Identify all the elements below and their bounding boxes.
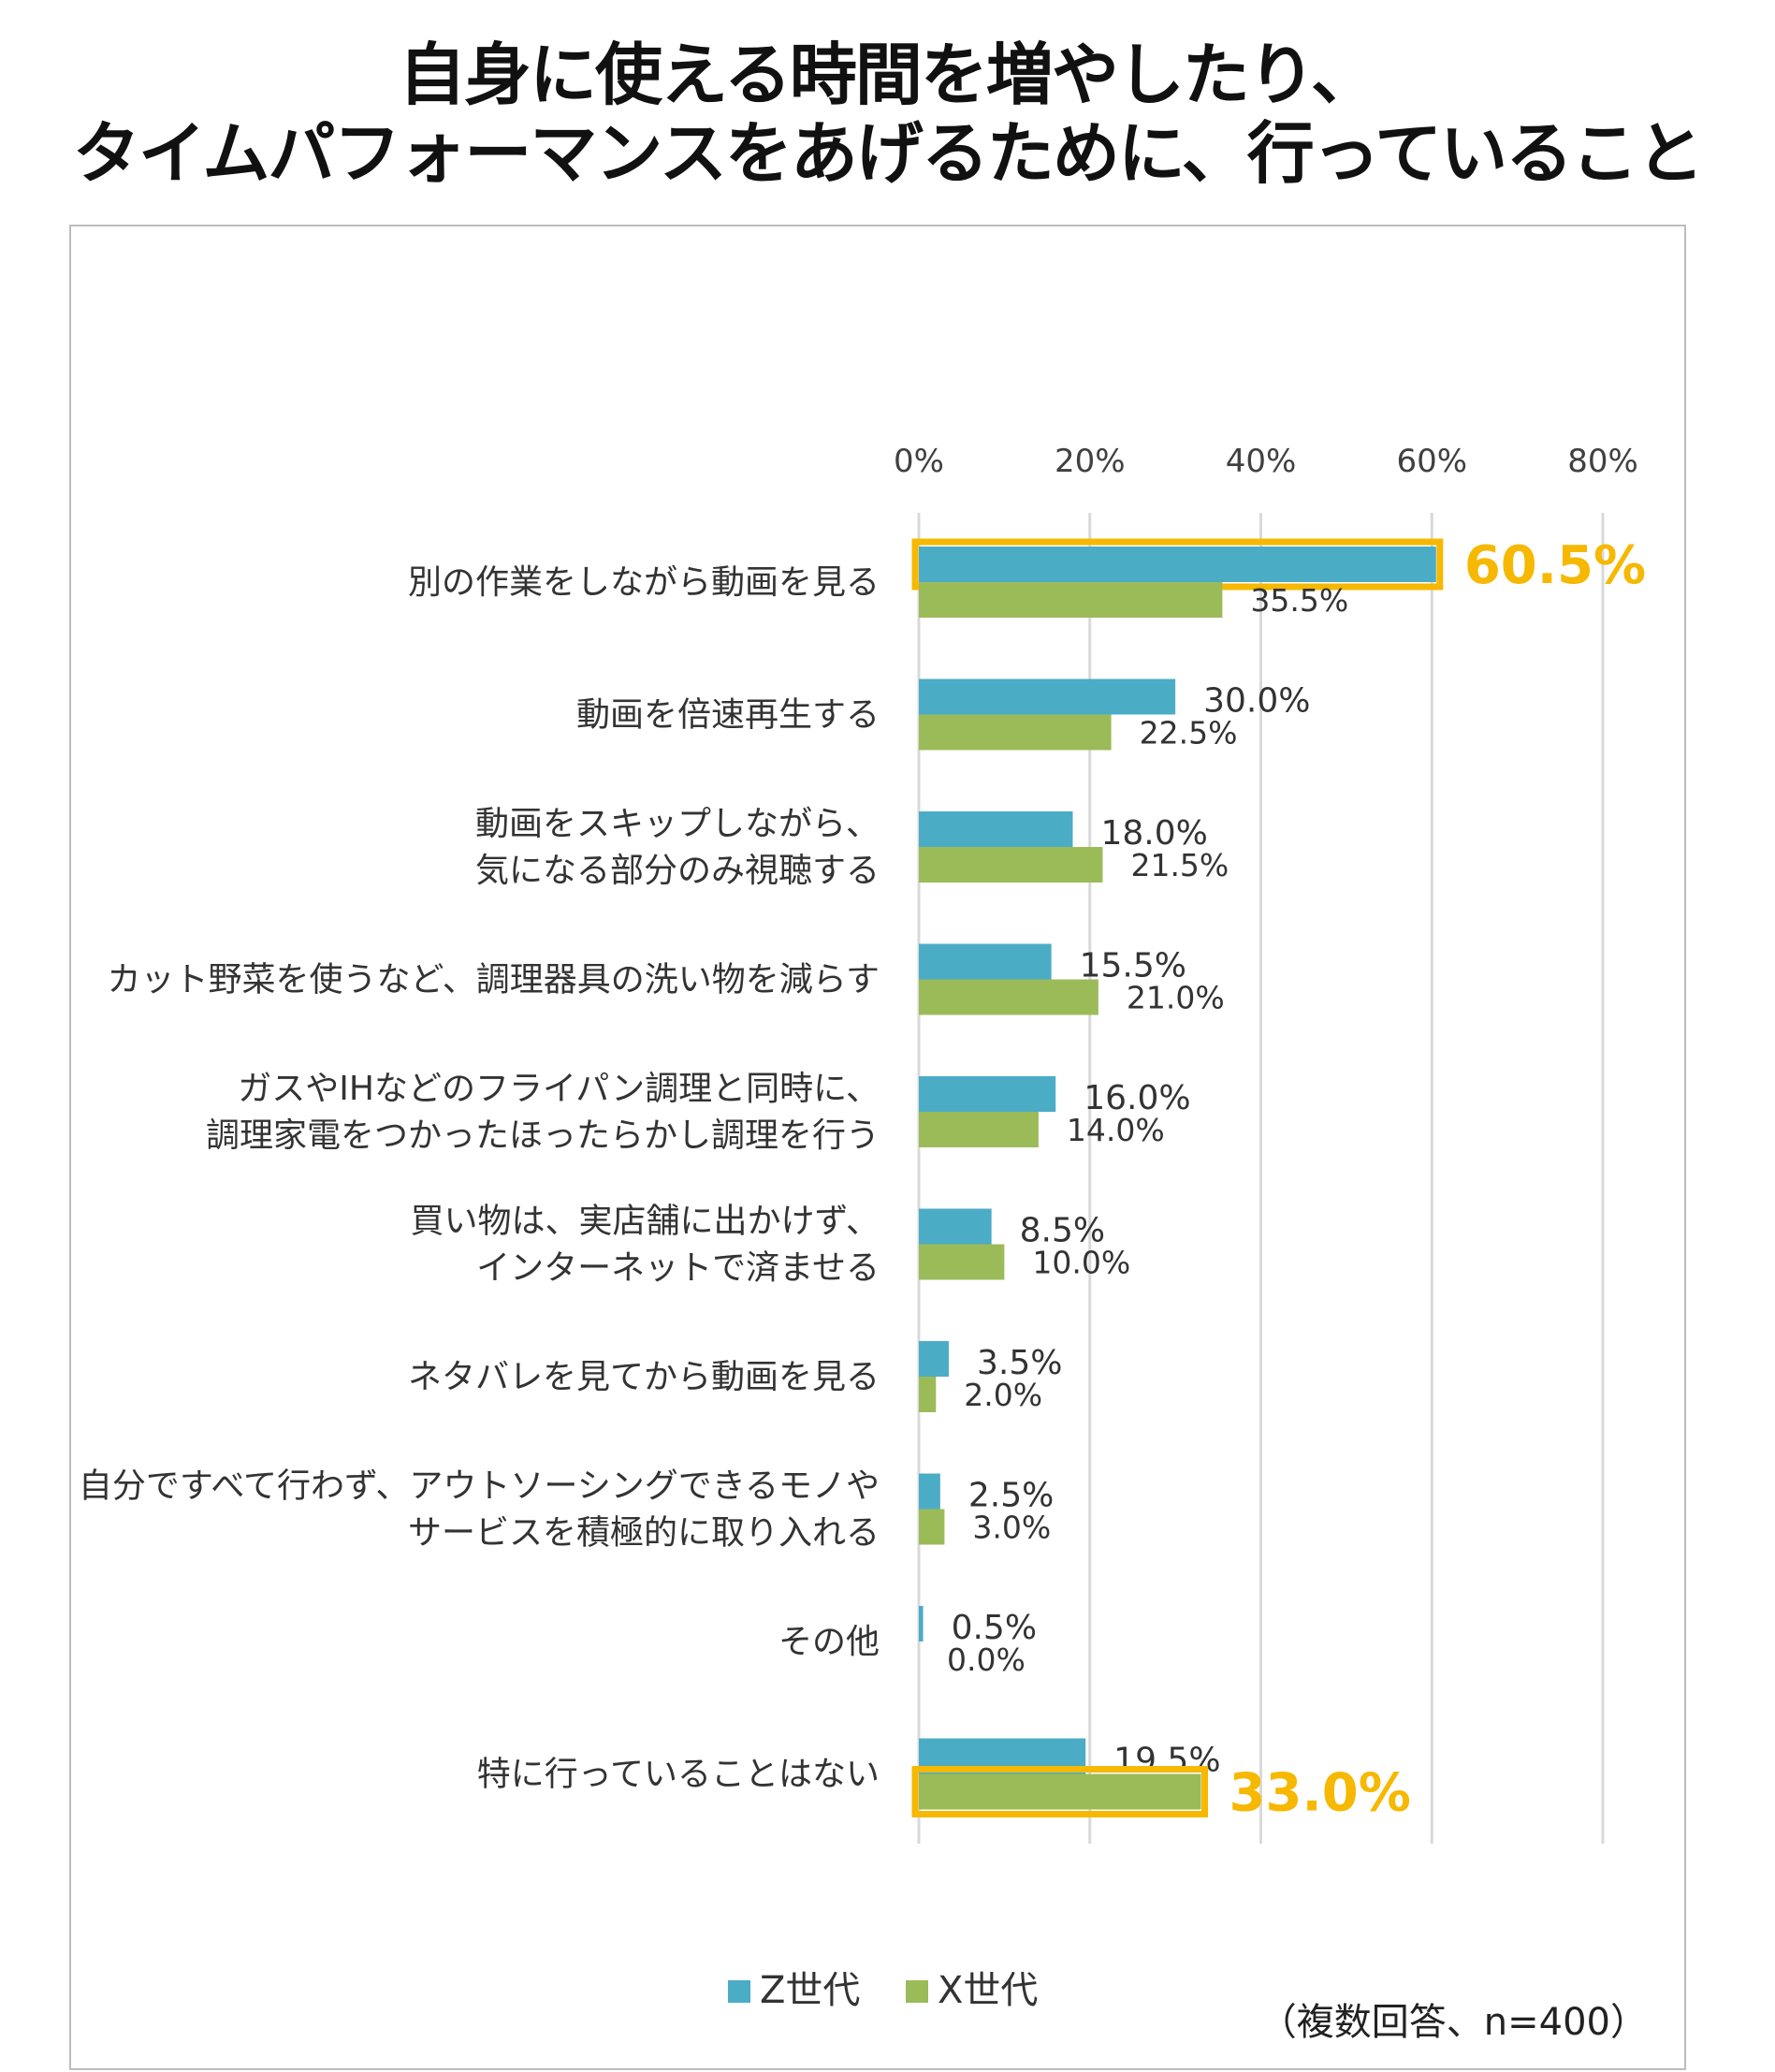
data-label: 35.5%: [1250, 582, 1348, 619]
category-label: その他: [778, 1623, 880, 1661]
x-tick-label: 60%: [1396, 443, 1467, 480]
data-label: 8.5%: [1020, 1212, 1105, 1250]
category-label: 自分ですべて行わず、アウトソーシングできるモノや: [79, 1467, 880, 1506]
x-tick-label: 80%: [1567, 443, 1638, 480]
category-label: 特に行っていることはない: [477, 1756, 880, 1794]
data-label: 2.5%: [968, 1477, 1054, 1515]
data-label: 18.0%: [1100, 814, 1207, 853]
bar-z-generation: [919, 679, 1176, 715]
category-label: 買い物は、実店舗に出かけず、: [411, 1203, 880, 1241]
bar-z-generation: [919, 1473, 940, 1510]
bar-z-generation: [919, 1208, 992, 1245]
bar-z-generation: [919, 547, 1436, 582]
legend-label-z: Z世代: [760, 1969, 860, 2012]
bar-z-generation: [919, 811, 1073, 847]
sample-note: （複数回答、n=400）: [1259, 2001, 1648, 2044]
bar-x-generation: [919, 1377, 937, 1412]
data-label: 30.0%: [1203, 682, 1310, 721]
category-label: 動画を倍速再生する: [576, 696, 880, 735]
data-label: 15.5%: [1080, 947, 1186, 985]
bar-z-generation: [919, 943, 1052, 980]
data-label: 0.5%: [952, 1609, 1037, 1647]
category-label: インターネットで済ませる: [476, 1249, 880, 1288]
x-tick-label: 40%: [1226, 443, 1297, 480]
data-label: 2.0%: [964, 1377, 1042, 1413]
bar-x-generation: [919, 1112, 1039, 1147]
category-label: ネタバレを見てから動画を見る: [408, 1358, 880, 1396]
bar-x-generation: [919, 714, 1112, 751]
category-label: 別の作業をしながら動画を見る: [408, 563, 880, 602]
bar-x-generation: [919, 582, 1223, 618]
highlight-value-label: 33.0%: [1229, 1763, 1411, 1824]
category-label: 気になる部分のみ視聴する: [475, 852, 880, 890]
chart-title-line-2: タイムパフォーマンスをあげるために、行っていること: [72, 114, 1704, 193]
chart-frame: [69, 225, 1686, 2070]
bar-z-generation: [919, 1341, 949, 1377]
category-label: ガスやIHなどのフライパン調理と同時に、: [238, 1070, 880, 1108]
data-label: 22.5%: [1140, 715, 1238, 751]
bar-z-generation: [919, 1606, 924, 1642]
data-label: 14.0%: [1067, 1112, 1165, 1148]
x-tick-label: 0%: [894, 443, 944, 480]
highlight-value-label: 60.5%: [1464, 535, 1646, 596]
legend-swatch-z: [728, 1980, 750, 2003]
category-label: サービスを積極的に取り入れる: [408, 1514, 880, 1553]
highlight-box: [911, 1766, 1209, 1817]
data-label: 3.5%: [977, 1344, 1062, 1382]
data-label: 21.0%: [1127, 980, 1225, 1016]
chart-title-line-1: 自身に使える時間を増やしたり、: [399, 36, 1378, 114]
bar-x-generation: [919, 1244, 1005, 1280]
bar-x-generation: [919, 1509, 945, 1545]
bar-z-generation: [919, 1076, 1056, 1112]
legend-swatch-x: [906, 1980, 928, 2003]
data-label: 0.0%: [947, 1642, 1026, 1678]
category-label: カット野菜を使うなど、調理器具の洗い物を減らす: [108, 961, 880, 1000]
data-label: 10.0%: [1032, 1245, 1130, 1281]
data-label: 21.5%: [1130, 847, 1229, 883]
bar-x-generation: [919, 1773, 1201, 1810]
data-label: 3.0%: [972, 1510, 1051, 1546]
bar-x-generation: [919, 979, 1098, 1015]
category-label: 動画をスキップしながら、: [475, 805, 880, 843]
bar-x-generation: [919, 847, 1103, 883]
x-tick-label: 20%: [1055, 443, 1126, 480]
data-label: 16.0%: [1084, 1079, 1190, 1117]
category-label: 調理家電をつかったほったらかし調理を行う: [206, 1116, 880, 1155]
legend-label-x: X世代: [938, 1969, 1038, 2012]
